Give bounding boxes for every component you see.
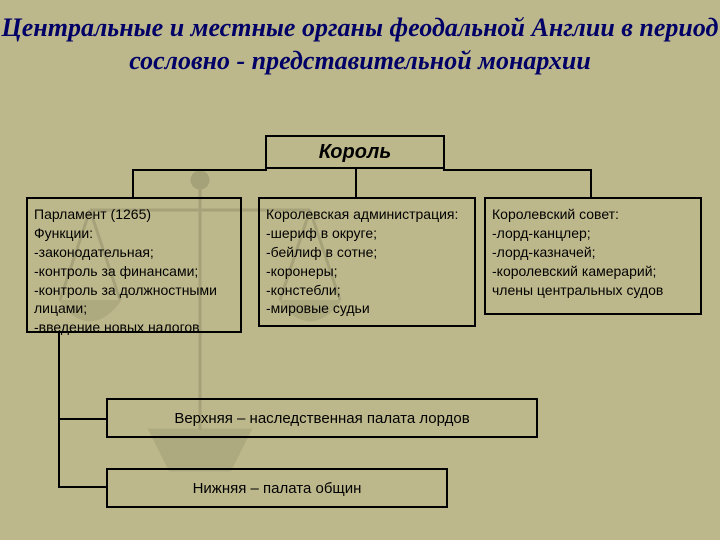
- connector: [355, 169, 357, 197]
- connector: [590, 169, 592, 197]
- node-lower-chamber: Нижняя – палата общин: [106, 468, 448, 508]
- root-node-king: Король: [265, 135, 445, 169]
- slide-title: Центральные и местные органы феодальной …: [0, 12, 720, 77]
- connector: [58, 333, 60, 488]
- node-council: Королевский совет:-лорд-канцлер;-лорд-ка…: [484, 197, 702, 315]
- connector: [132, 169, 134, 197]
- connector: [132, 169, 267, 171]
- connector: [58, 418, 106, 420]
- connector: [443, 169, 592, 171]
- connector: [58, 486, 106, 488]
- node-upper-chamber: Верхняя – наследственная палата лордов: [106, 398, 538, 438]
- node-parliament: Парламент (1265)Функции:-законодательная…: [26, 197, 242, 333]
- node-administration: Королевская администрация:-шериф в округ…: [258, 197, 476, 327]
